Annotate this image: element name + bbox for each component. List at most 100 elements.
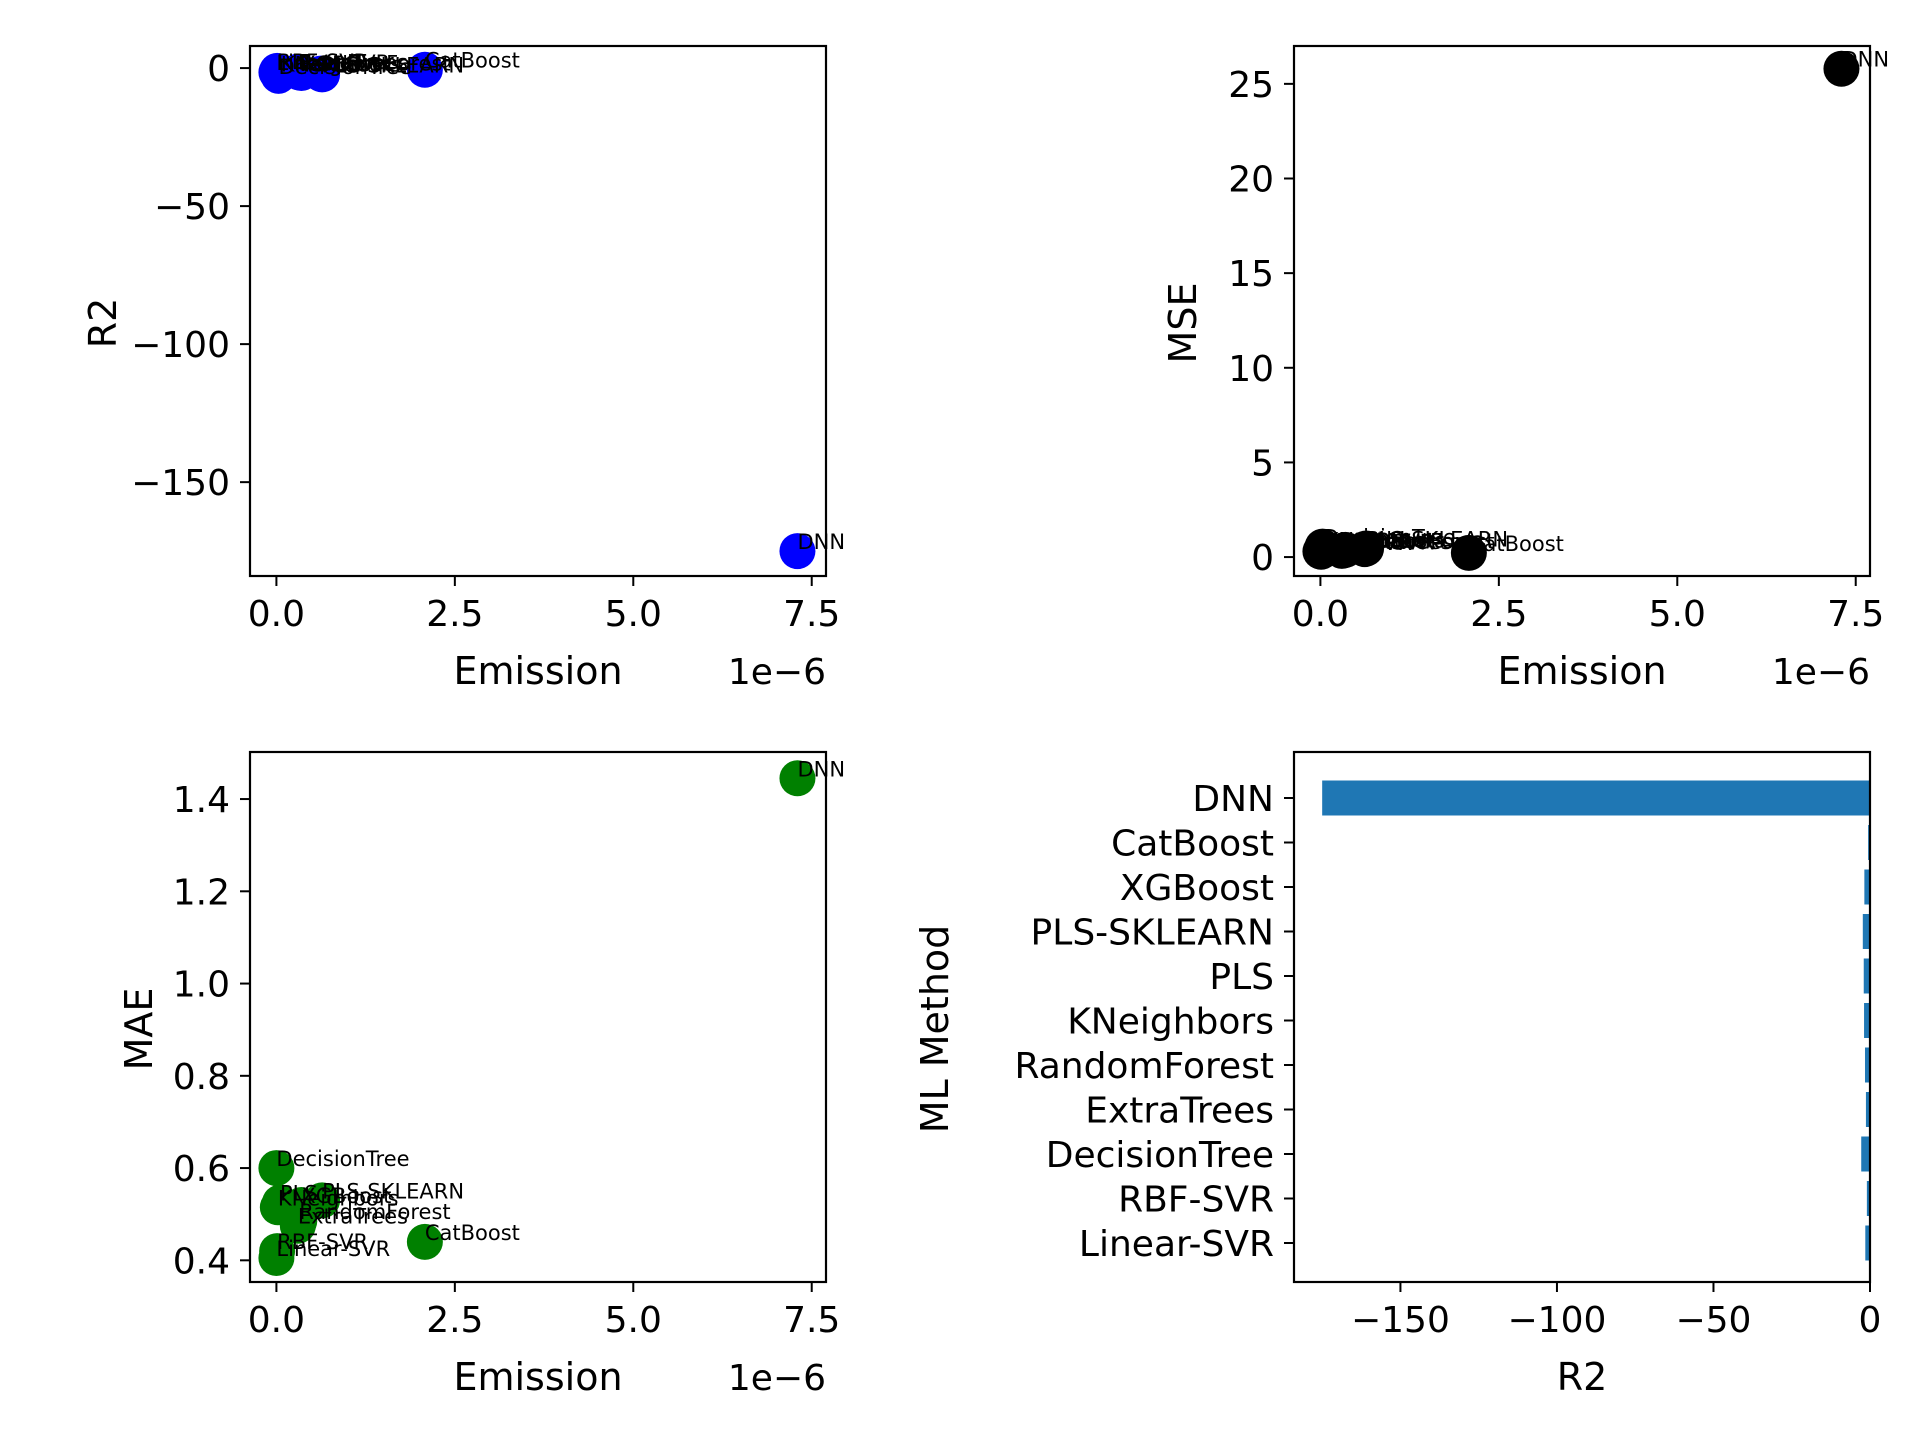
category-label-dnn: DNN xyxy=(1192,779,1274,820)
bar-xgboost xyxy=(1864,869,1870,905)
point-label-pls-sklearn: PLS-SKLEARN xyxy=(322,53,464,77)
point-label-decisiontree: DecisionTree xyxy=(279,55,412,79)
x-tick-label: −50 xyxy=(1675,1300,1751,1341)
x-tick-label: 5.0 xyxy=(605,1300,662,1341)
point-label-xgboost: XGBoost xyxy=(301,52,391,76)
y-tick-label: 0.6 xyxy=(173,1149,230,1190)
y-tick-label: 15 xyxy=(1228,254,1274,295)
x-tick-label: 7.5 xyxy=(783,594,840,635)
category-label-decisiontree: DecisionTree xyxy=(1046,1135,1274,1176)
point-label-catboost: CatBoost xyxy=(425,1221,520,1245)
x-tick-label: 0.0 xyxy=(1292,594,1349,635)
point-label-pls: PLS xyxy=(1365,528,1403,552)
category-label-catboost: CatBoost xyxy=(1111,824,1274,865)
data-point-dnn xyxy=(779,760,816,797)
x-axis-label: Emission xyxy=(453,649,622,693)
point-label-rbf-svr: RBF-SVR xyxy=(1321,531,1412,555)
data-point-catboost xyxy=(406,1223,443,1260)
point-label-kneighbors: KNeighbors xyxy=(1325,529,1446,553)
x-offset-text: 1e−6 xyxy=(1772,652,1870,693)
x-offset-text: 1e−6 xyxy=(728,652,826,693)
point-label-linear-svr: Linear-SVR xyxy=(1320,530,1434,554)
data-point-catboost xyxy=(406,51,443,88)
x-tick-label: 0 xyxy=(1859,1300,1882,1341)
point-label-linear-svr: Linear-SVR xyxy=(276,51,390,75)
point-label-kneighbors: KNeighbors xyxy=(278,1186,399,1210)
y-axis-label: MSE xyxy=(1161,283,1205,364)
point-label-randomforest: RandomForest xyxy=(299,52,450,76)
x-tick-label: 2.5 xyxy=(426,594,483,635)
point-label-kneighbors: KNeighbors xyxy=(281,52,402,76)
x-tick-label: 0.0 xyxy=(248,594,305,635)
data-point-xgboost xyxy=(283,55,320,92)
data-point-decisiontree xyxy=(258,1150,295,1187)
x-tick-label: 7.5 xyxy=(1827,594,1884,635)
bar-rbf-svr xyxy=(1866,1181,1870,1216)
bar-decisiontree xyxy=(1861,1136,1870,1172)
point-label-decisiontree: DecisionTree xyxy=(1323,526,1456,550)
x-offset-text: 1e−6 xyxy=(728,1358,826,1399)
point-label-pls: PLS xyxy=(280,1182,318,1206)
point-label-dnn: DNN xyxy=(1841,48,1889,72)
point-label-catboost: CatBoost xyxy=(1469,532,1564,556)
data-point-dnn xyxy=(779,533,816,570)
category-label-linear-svr: Linear-SVR xyxy=(1079,1224,1274,1265)
point-label-decisiontree: DecisionTree xyxy=(276,1147,409,1171)
point-label-pls-sklearn: PLS-SKLEARN xyxy=(322,1179,464,1203)
y-tick-label: −100 xyxy=(131,325,230,366)
x-tick-label: 2.5 xyxy=(426,1300,483,1341)
point-label-catboost: CatBoost xyxy=(425,49,520,73)
x-tick-label: 7.5 xyxy=(783,1300,840,1341)
x-tick-label: −100 xyxy=(1508,1300,1607,1341)
plot-frame xyxy=(1292,750,1872,1284)
point-label-rbf-svr: RBF-SVR xyxy=(277,50,368,74)
bar-dnn xyxy=(1322,780,1870,816)
category-label-pls: PLS xyxy=(1209,957,1274,998)
y-tick-label: 20 xyxy=(1228,160,1274,201)
x-axis-label: Emission xyxy=(453,1355,622,1399)
y-tick-label: 1.0 xyxy=(173,965,230,1006)
point-label-xgboost: XGBoost xyxy=(301,1184,391,1208)
plot-frame xyxy=(1292,44,1872,578)
bar-extratrees xyxy=(1865,1092,1870,1127)
category-label-rbf-svr: RBF-SVR xyxy=(1118,1180,1274,1221)
category-label-xgboost: XGBoost xyxy=(1120,868,1274,909)
data-point-xgboost xyxy=(1327,531,1364,568)
y-tick-label: 1.2 xyxy=(173,872,230,913)
data-point-catboost xyxy=(1450,534,1487,571)
point-label-linear-svr: Linear-SVR xyxy=(276,1237,390,1261)
plot-frame xyxy=(248,750,828,1284)
point-label-randomforest: RandomForest xyxy=(1343,529,1494,553)
y-tick-label: 0.4 xyxy=(173,1241,230,1282)
x-axis-label: Emission xyxy=(1497,649,1666,693)
y-axis-label: MAE xyxy=(117,988,161,1071)
bar-randomforest xyxy=(1864,1047,1870,1083)
y-tick-label: 0.8 xyxy=(173,1057,230,1098)
y-tick-label: 0 xyxy=(1251,538,1274,579)
y-tick-label: 5 xyxy=(1251,443,1274,484)
category-label-extratrees: ExtraTrees xyxy=(1085,1091,1274,1132)
point-label-pls-sklearn: PLS-SKLEARN xyxy=(1366,528,1508,552)
data-point-rbf-svr xyxy=(259,1233,296,1270)
x-tick-label: 2.5 xyxy=(1470,594,1527,635)
bar-pls-sklearn xyxy=(1862,914,1870,949)
subplot-4-ml-method-vs-r2: DNNCatBoostXGBoostPLS-SKLEARNPLSKNeighbo… xyxy=(913,750,1882,1399)
y-axis-label: R2 xyxy=(81,298,125,349)
point-label-rbf-svr: RBF-SVR xyxy=(277,1230,368,1254)
y-tick-label: 10 xyxy=(1228,349,1274,390)
subplot-2-mse-vs-emission: Linear-SVRRBF-SVRDecisionTreeExtraTreesR… xyxy=(1161,44,1889,693)
point-label-xgboost: XGBoost xyxy=(1345,529,1435,553)
bar-pls xyxy=(1863,958,1870,994)
x-tick-label: −150 xyxy=(1351,1300,1450,1341)
y-axis-label: ML Method xyxy=(913,925,957,1134)
point-label-dnn: DNN xyxy=(797,757,845,781)
point-label-pls: PLS xyxy=(321,53,359,77)
bar-kneighbors xyxy=(1864,1003,1870,1038)
y-tick-label: −50 xyxy=(154,187,230,228)
point-label-randomforest: RandomForest xyxy=(299,1200,450,1224)
x-tick-label: 5.0 xyxy=(1649,594,1706,635)
x-axis-label: R2 xyxy=(1557,1355,1608,1399)
plot-frame xyxy=(248,44,828,578)
point-label-extratrees: ExtraTrees xyxy=(298,1205,408,1229)
